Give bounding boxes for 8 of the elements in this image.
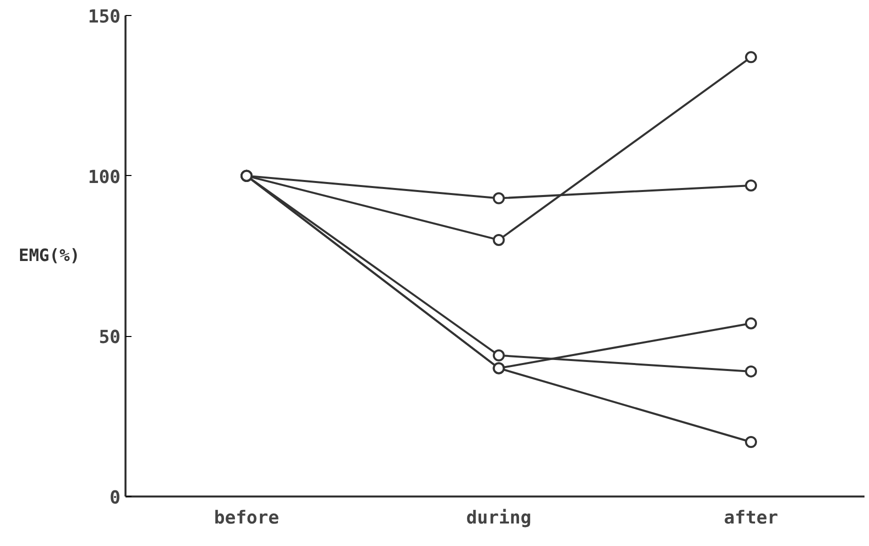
x-tick-label: before <box>214 508 280 528</box>
y-tick-label: 50 <box>98 327 121 348</box>
y-tick-label: 150 <box>88 6 121 28</box>
y-tick-label: 100 <box>88 166 121 188</box>
x-tick-label: during <box>466 508 532 528</box>
y-axis-title: EMG(%) <box>18 246 80 266</box>
x-tick-label: after <box>724 508 778 528</box>
y-tick-label: 0 <box>110 488 121 508</box>
